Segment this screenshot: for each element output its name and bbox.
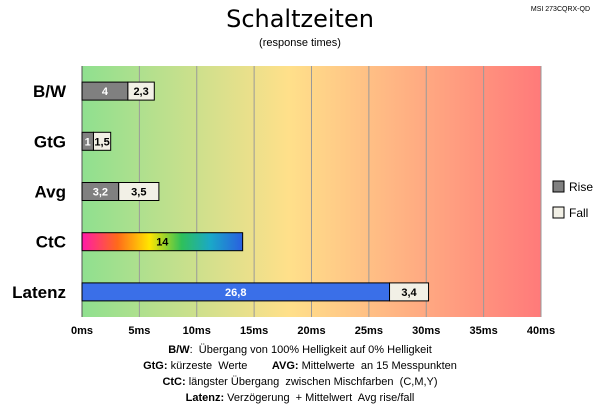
bar-fall-label: 3,5 <box>131 187 146 199</box>
x-tick-label: 35ms <box>470 325 498 337</box>
x-tick-label: 10ms <box>183 325 211 337</box>
footnote-line: Latenz: Verzögerung + Mittelwert Avg ris… <box>186 392 415 404</box>
x-tick-label: 40ms <box>527 325 555 337</box>
x-axis-ticks: 0ms 5ms 10ms 15ms 20ms 25ms 30ms 35ms 40ms <box>71 325 555 337</box>
bar-rise-label: 3,2 <box>93 187 108 199</box>
footnote-line: GtG: kürzeste Werte AVG: Mittelwerte an … <box>143 360 457 372</box>
footnotes: B/W: Übergang von 100% Helligkeit auf 0%… <box>143 344 457 404</box>
bar-rise-label: 26,8 <box>225 287 246 299</box>
footnote-text: Verzögerung + Mittelwert Avg rise/fall <box>224 392 414 404</box>
x-tick-label: 20ms <box>297 325 325 337</box>
x-tick-label: 30ms <box>412 325 440 337</box>
x-tick-label: 15ms <box>240 325 268 337</box>
footnote-text: längster Übergang zwischen Mischfarben (… <box>186 376 438 388</box>
legend: Rise Fall <box>552 180 593 220</box>
footnote-term: AVG: <box>272 360 299 372</box>
bar-fall <box>389 282 430 302</box>
bar-fall-label: 2,3 <box>133 86 148 98</box>
corner-label: MSI 273CQRX-QD <box>530 6 590 13</box>
bar-rise-label: 14 <box>156 237 169 249</box>
footnote-term: GtG: <box>143 360 167 372</box>
category-label: B/W <box>33 82 67 101</box>
legend-label-fall: Fall <box>569 206 588 220</box>
x-tick-label: 5ms <box>128 325 150 337</box>
footnote-term: CtC: <box>162 376 185 388</box>
bar-fall-label: 3,4 <box>401 287 417 299</box>
bars: 4 2,3 1 1,5 3,2 3,5 14 26,8 3,4 <box>81 81 430 302</box>
category-labels: B/W GtG Avg CtC Latenz <box>12 82 67 302</box>
x-tick-label: 25ms <box>355 325 383 337</box>
category-label: Latenz <box>12 283 66 302</box>
category-label: CtC <box>36 233 66 252</box>
bar-rise-label: 4 <box>102 86 109 98</box>
legend-swatch-rise <box>552 180 565 193</box>
bar-fall <box>118 182 160 201</box>
footnote-line: B/W: Übergang von 100% Helligkeit auf 0%… <box>168 344 432 356</box>
chart-subtitle: (response times) <box>259 37 341 49</box>
category-label: GtG <box>34 132 66 151</box>
chart-title: Schaltzeiten <box>226 5 374 33</box>
footnote-line: CtC: längster Übergang zwischen Mischfar… <box>162 376 437 388</box>
footnote-text: kürzeste Werte <box>168 360 272 372</box>
bar-rise-label: 1 <box>85 136 91 148</box>
footnote-term: Latenz: <box>186 392 225 404</box>
legend-label-rise: Rise <box>569 180 593 194</box>
footnote-text: : Übergang von 100% Helligkeit auf 0% He… <box>190 344 432 356</box>
footnote-term: B/W <box>168 344 190 356</box>
bar-fall <box>92 131 112 151</box>
bar-rise <box>81 232 244 252</box>
bar-fall-label: 1,5 <box>94 136 109 148</box>
legend-swatch-fall <box>552 206 565 219</box>
footnote-text: Mittelwerte an 15 Messpunkten <box>299 360 457 372</box>
x-tick-label: 0ms <box>71 325 93 337</box>
bar-fall <box>127 81 155 101</box>
category-label: Avg <box>35 183 67 202</box>
